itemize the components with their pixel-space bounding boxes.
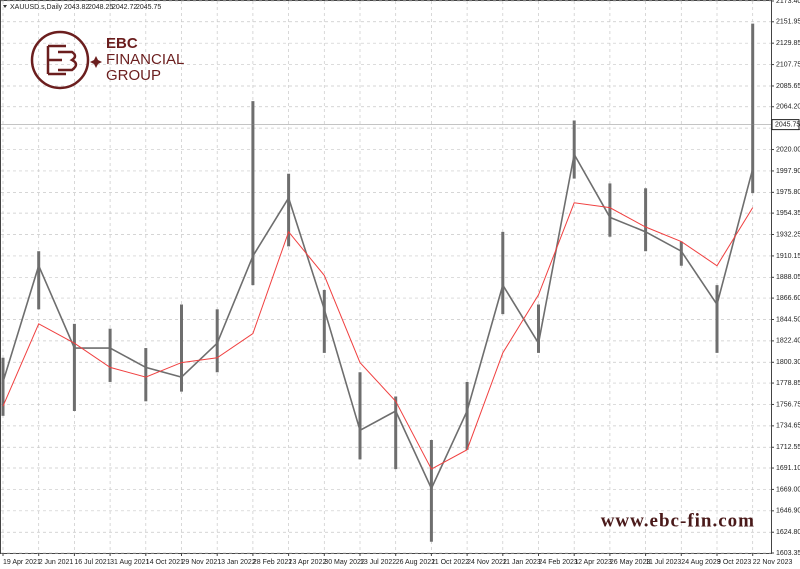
logo-text: FINANCIAL (106, 51, 184, 68)
x-tick-label: 13 Jan 2022 (217, 559, 256, 566)
y-tick-label: 1800.30 (776, 359, 800, 366)
y-tick-label: 1624.80 (776, 529, 800, 536)
series-line (2, 202, 754, 470)
price-label: 2045.75 (775, 121, 800, 128)
y-tick-label: 2085.65 (776, 83, 800, 90)
y-tick-label: 2020.00 (776, 146, 800, 153)
x-tick-label: 14 Oct 2021 (146, 559, 184, 566)
y-tick-label: 1646.90 (776, 508, 800, 515)
x-tick-label: 11 Jan 2023 (503, 559, 541, 566)
x-tick-label: 28 Feb 2022 (253, 559, 292, 566)
logo-star (90, 56, 102, 68)
y-tick-label: 1712.55 (776, 444, 800, 451)
y-tick-label: 1603.35 (776, 550, 800, 557)
logo-text: GROUP (106, 67, 161, 84)
x-tick-label: 11 Jul 2023 (646, 559, 682, 566)
y-tick-label: 1910.15 (776, 253, 800, 260)
y-tick-label: 1844.50 (776, 316, 800, 323)
y-tick-label: 2173.40 (776, 0, 800, 5)
x-tick-label: 26 Aug 2022 (396, 559, 435, 566)
x-tick-label: 26 May 2023 (610, 559, 651, 566)
x-tick-label: 24 Feb 2023 (539, 559, 578, 566)
y-tick-label: 1756.75 (776, 401, 800, 408)
y-tick-label: 1975.80 (776, 189, 800, 196)
y-tick-label: 1997.90 (776, 168, 800, 175)
grid (1, 0, 771, 554)
x-tick-label: 11 Oct 2022 (431, 559, 469, 566)
y-tick-label: 2129.85 (776, 40, 800, 47)
y-tick-label: 1932.25 (776, 231, 800, 238)
x-tick-label: 12 Apr 2023 (574, 559, 612, 566)
logo-ring (30, 30, 90, 90)
y-tick-label: 1691.10 (776, 465, 800, 472)
x-tick-label: 13 Apr 2022 (289, 559, 327, 566)
logo: EBC FINANCIAL GROUP (30, 30, 184, 90)
x-tick-label: 9 Oct 2023 (717, 559, 751, 566)
series-line (2, 152, 754, 491)
high: 2048.25 (88, 4, 113, 11)
y-tick-label: 1866.60 (776, 295, 800, 302)
logo-text: EBC (106, 35, 138, 52)
x-tick-label: 19 Apr 2021 (3, 559, 41, 566)
x-tick-label: 16 Jul 2021 (74, 559, 110, 566)
x-tick-label: 31 Aug 2021 (110, 559, 149, 566)
price-box (771, 119, 800, 131)
website: www.ebc-fin.com (601, 510, 755, 531)
header: XAUUSD.s,Daily 2043.82 2048.25 2042.72 2… (3, 4, 161, 11)
y-tick-label: 1822.40 (776, 338, 800, 345)
y-tick-label: 1734.65 (776, 423, 800, 430)
logo-mark (46, 44, 78, 76)
y-tick-label: 1778.85 (776, 380, 800, 387)
y-tick-label: 2151.95 (776, 19, 800, 26)
x-tick-label: 24 Aug 2023 (681, 559, 720, 566)
y-tick-label: 2064.20 (776, 104, 800, 111)
y-tick-label: 2107.75 (776, 61, 800, 68)
close: 2045.75 (136, 4, 161, 11)
open: 2043.82 (64, 4, 89, 11)
y-tick-label: 1888.05 (776, 274, 800, 281)
x-tick-label: 29 Nov 2021 (182, 559, 222, 566)
x-tick-label: 2 Jun 2021 (39, 559, 74, 566)
y-tick-label: 1954.35 (776, 210, 800, 217)
y-tick-label: 1669.00 (776, 486, 800, 493)
symbol: XAUUSD.s,Daily (10, 4, 63, 11)
x-tick-label: 24 Nov 2022 (467, 559, 507, 566)
x-tick-label: 13 Jul 2022 (360, 559, 396, 566)
low: 2042.72 (112, 4, 137, 11)
menu-icon (3, 5, 7, 8)
x-tick-label: 22 Nov 2023 (753, 559, 793, 566)
x-tick-label: 30 May 2022 (324, 559, 365, 566)
